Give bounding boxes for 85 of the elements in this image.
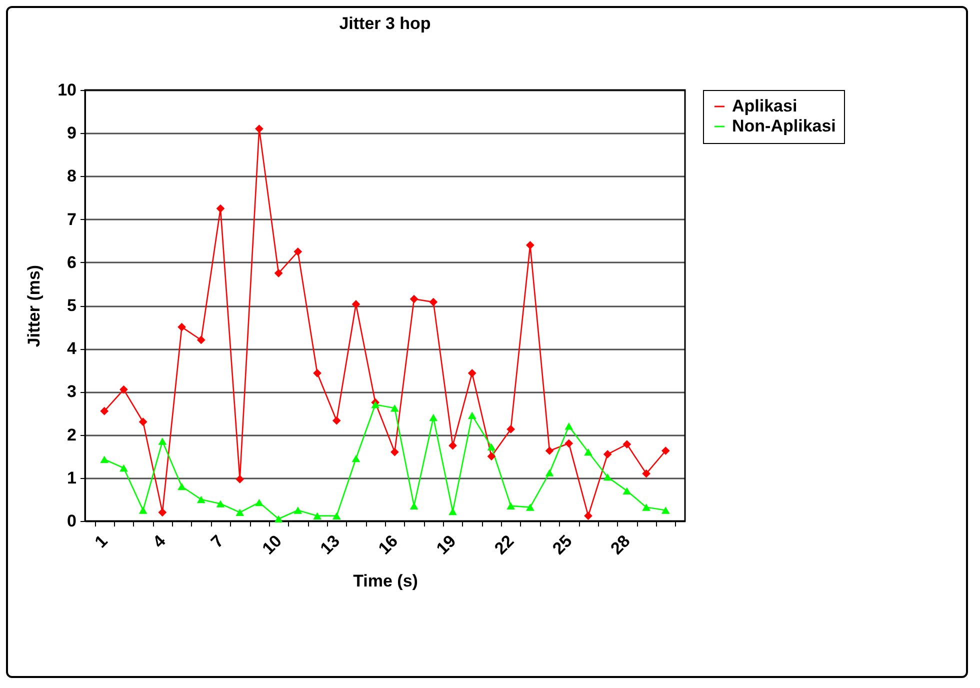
x-tick-label: 1: [91, 531, 112, 552]
point: [216, 500, 225, 508]
point: [622, 440, 632, 448]
point: [410, 294, 418, 304]
point: [138, 418, 148, 426]
point: [584, 512, 592, 520]
x-axis-title: Time (s): [353, 572, 418, 591]
point: [448, 508, 457, 516]
point: [468, 412, 476, 420]
legend-label: Non-Aplikasi: [732, 116, 836, 136]
point: [661, 506, 670, 514]
point: [138, 506, 148, 514]
y-tick-label: 5: [67, 296, 76, 315]
x-tick-label: 7: [207, 531, 228, 552]
point: [178, 482, 186, 490]
point: [196, 496, 206, 504]
point: [100, 406, 109, 416]
point: [545, 446, 554, 455]
y-axis-title: Jitter (ms): [24, 264, 44, 348]
point: [545, 469, 554, 476]
point: [622, 487, 632, 494]
point: [255, 124, 264, 133]
point: [564, 422, 574, 430]
point: [313, 512, 322, 520]
y-tick-label: 4: [67, 339, 78, 358]
point: [332, 416, 341, 425]
point: [178, 322, 186, 332]
point: [468, 368, 476, 378]
point: [294, 247, 302, 256]
point: [603, 473, 612, 481]
point: [371, 401, 380, 408]
point: [100, 456, 109, 463]
point: [236, 508, 244, 516]
point: [332, 512, 341, 520]
y-tick-label: 6: [67, 252, 76, 272]
point: [526, 240, 534, 250]
point: [429, 298, 438, 306]
point: [120, 385, 128, 394]
y-tick-label: 10: [58, 80, 76, 100]
point: [158, 508, 167, 517]
y-tick-label: 8: [67, 166, 76, 186]
x-tick-label: 19: [432, 531, 460, 558]
point: [661, 446, 670, 455]
point: [313, 368, 322, 378]
y-tick-label: 2: [67, 425, 76, 444]
y-tick-label: 1: [67, 468, 76, 488]
point: [196, 336, 206, 344]
y-tick-label: 9: [67, 124, 76, 143]
point: [487, 443, 496, 450]
x-tick-label: 4: [149, 531, 170, 552]
x-tick-label: 10: [258, 531, 286, 558]
point: [603, 450, 612, 458]
point: [448, 441, 457, 450]
point: [216, 204, 225, 213]
point: [429, 414, 438, 422]
point: [236, 475, 244, 484]
point: [158, 438, 167, 445]
point: [120, 464, 128, 472]
point: [506, 425, 515, 434]
point: [410, 502, 418, 510]
point: [352, 454, 360, 462]
y-tick-label: 0: [67, 512, 76, 530]
y-tick-label: 7: [67, 210, 76, 229]
point: [274, 515, 283, 522]
y-tick-label: 3: [67, 382, 76, 402]
point: [294, 506, 302, 514]
point: [274, 268, 283, 278]
point: [487, 452, 496, 461]
point: [506, 502, 515, 510]
point: [564, 439, 574, 448]
point: [642, 504, 650, 511]
legend-label: Aplikasi: [732, 96, 798, 116]
x-tick-label: 13: [316, 531, 344, 558]
point: [584, 448, 592, 456]
x-tick-label: 25: [548, 531, 576, 558]
point: [642, 469, 650, 478]
point: [390, 448, 399, 456]
x-tick-label: 28: [606, 531, 634, 558]
point: [526, 504, 534, 511]
point: [352, 300, 360, 308]
point: [390, 404, 399, 412]
x-tick-label: 22: [490, 531, 518, 558]
x-tick-label: 16: [374, 531, 402, 558]
chart-title: Jitter 3 hop: [339, 14, 431, 33]
point: [255, 498, 264, 506]
